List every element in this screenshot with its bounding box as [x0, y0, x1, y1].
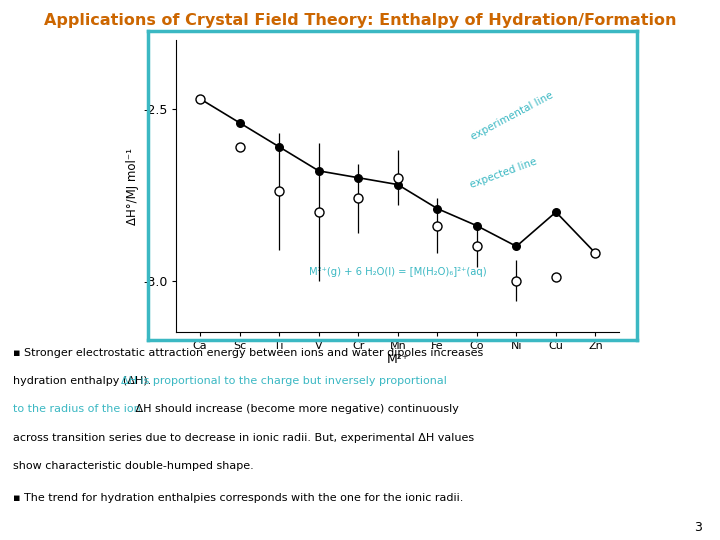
- Text: 3: 3: [694, 521, 702, 534]
- Point: [431, 204, 443, 213]
- Text: show characteristic double-humped shape.: show characteristic double-humped shape.: [13, 461, 253, 471]
- Text: ▪ The trend for hydration enthalpies corresponds with the one for the ionic radi: ▪ The trend for hydration enthalpies cor…: [13, 493, 464, 503]
- Text: ΔH should increase (become more negative) continuously: ΔH should increase (become more negative…: [132, 404, 459, 415]
- Point: [353, 173, 364, 182]
- Text: across transition series due to decrease in ionic radii. But, experimental ΔH va: across transition series due to decrease…: [13, 433, 474, 443]
- Point: [392, 180, 403, 189]
- Point: [194, 94, 206, 103]
- Point: [550, 208, 562, 217]
- Text: to the radius of the ion.: to the radius of the ion.: [13, 404, 144, 415]
- Text: expected line: expected line: [469, 156, 539, 190]
- Point: [313, 166, 325, 175]
- Text: experimental line: experimental line: [469, 90, 554, 141]
- Text: ▪ Stronger electrostatic attraction energy between ions and water dipoles increa: ▪ Stronger electrostatic attraction ener…: [13, 348, 483, 359]
- Point: [274, 143, 285, 151]
- Text: ΔH is proportional to the charge but inversely proportional: ΔH is proportional to the charge but inv…: [121, 376, 447, 387]
- Point: [234, 118, 246, 127]
- Text: Applications of Crystal Field Theory: Enthalpy of Hydration/Formation: Applications of Crystal Field Theory: En…: [44, 14, 676, 29]
- Point: [510, 242, 522, 251]
- Y-axis label: ΔH°/MJ mol⁻¹: ΔH°/MJ mol⁻¹: [126, 148, 139, 225]
- X-axis label: M²⁺: M²⁺: [387, 353, 409, 366]
- Text: M²⁺(g) + 6 H₂O(l) = [M(H₂O)₆]²⁺(aq): M²⁺(g) + 6 H₂O(l) = [M(H₂O)₆]²⁺(aq): [309, 267, 487, 277]
- Text: hydration enthalpy (ΔH).: hydration enthalpy (ΔH).: [13, 376, 155, 387]
- Point: [471, 221, 482, 230]
- Point: [590, 249, 601, 258]
